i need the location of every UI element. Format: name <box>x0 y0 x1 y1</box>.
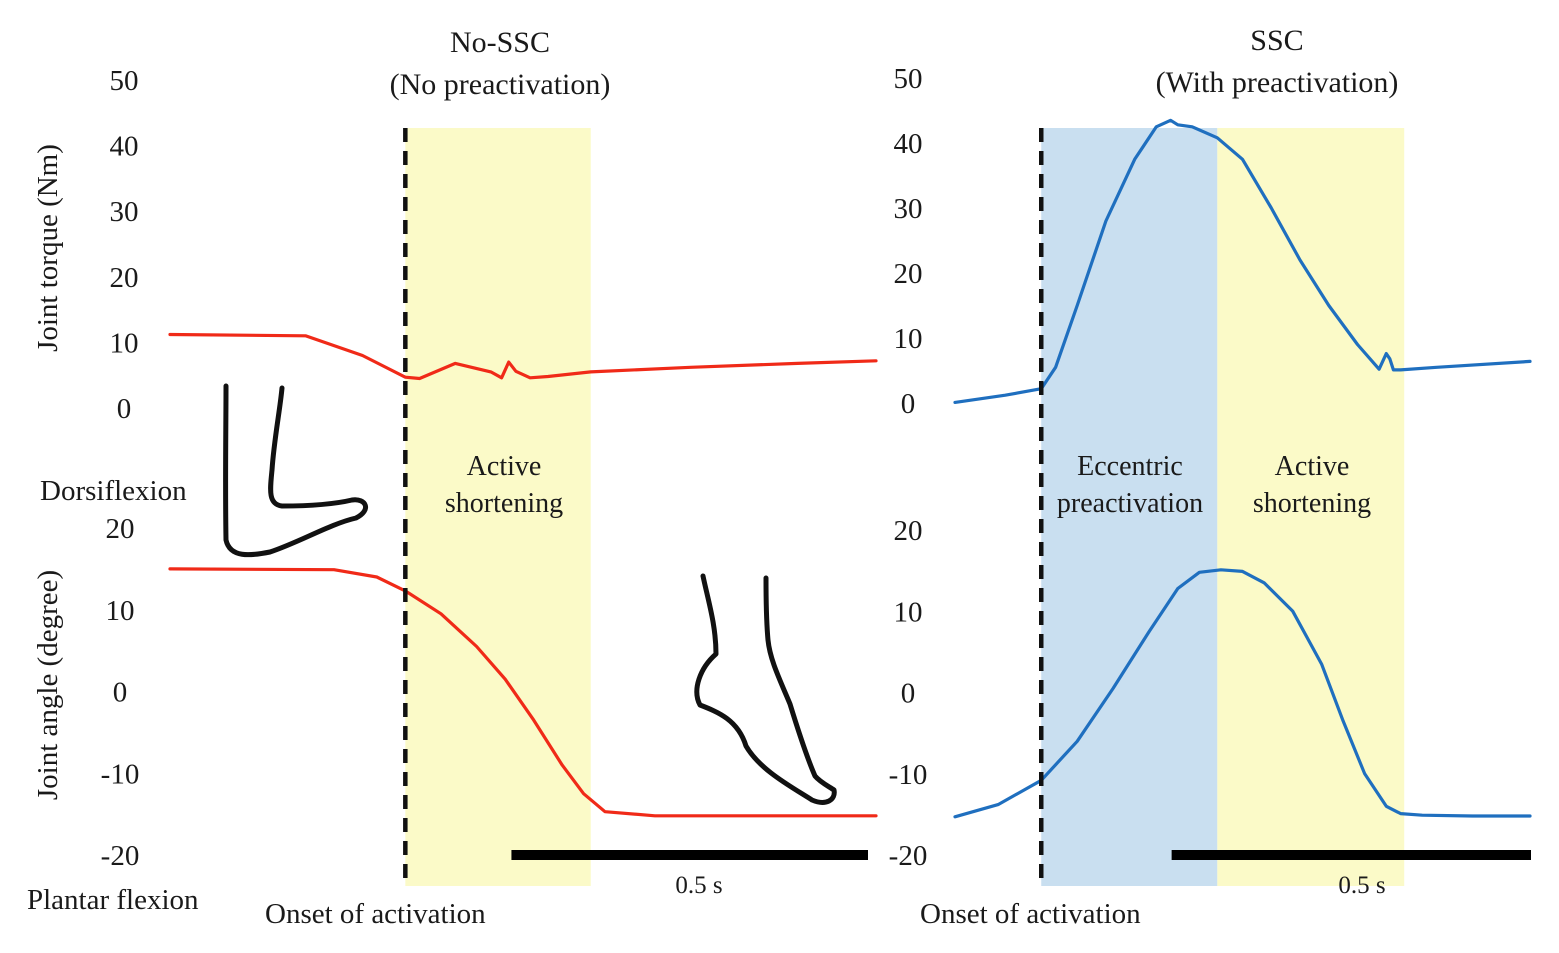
no-ssc-torque-tick-label: 50 <box>110 65 139 97</box>
ssc-torque-tick-label: 20 <box>894 258 923 290</box>
ssc-scale-label: 0.5 s <box>1338 872 1385 899</box>
no-ssc-shortening-label: shortening <box>445 488 563 519</box>
no-ssc-angle-tick-label: -10 <box>101 758 140 790</box>
title-ssc: SSC <box>1250 24 1303 57</box>
ssc-angle-tick-label: -10 <box>889 759 928 791</box>
no-ssc-angle-line <box>168 567 878 818</box>
ssc-torque-tick-label: 0 <box>901 388 916 420</box>
ssc-torque-tick-label: 10 <box>894 323 923 355</box>
no-ssc-torque-line <box>168 332 878 381</box>
no-ssc-torque-tick-label: 10 <box>110 327 139 359</box>
ssc-active-label: Active <box>1275 451 1350 482</box>
ssc-scale-bar <box>1171 850 1531 860</box>
angle-axis-label: Joint angle (degree) <box>32 570 64 800</box>
ssc-angle-tick-label: 0 <box>901 678 916 710</box>
ssc-angle-tick-label: 20 <box>894 515 923 547</box>
no-ssc-torque-tick-label: 20 <box>110 262 139 294</box>
ssc-torque-tick-label: 40 <box>894 128 923 160</box>
dorsiflexion-label: Dorsiflexion <box>40 475 187 507</box>
no-ssc-angle-tick-label: 20 <box>106 513 135 545</box>
plantar-flexed-foot-icon <box>694 573 837 805</box>
no-ssc-angle-tick-label: -20 <box>101 840 140 872</box>
no-ssc-torque-ticks: 50 40 30 20 10 0 <box>110 65 139 425</box>
title-no-ssc: No-SSC <box>450 26 550 59</box>
ssc-torque-line <box>953 118 1532 404</box>
ssc-torque-ticks: 50 40 30 20 10 0 <box>894 63 923 420</box>
no-ssc-torque-tick-label: 30 <box>110 196 139 228</box>
no-ssc-angle-tick-label: 10 <box>106 595 135 627</box>
no-ssc-active-label: Active <box>467 451 542 482</box>
ssc-eccentric-preactivation-band <box>1041 128 1218 886</box>
no-ssc-scale-label: 0.5 s <box>675 872 722 899</box>
ssc-onset-label: Onset of activation <box>920 898 1141 930</box>
ssc-preactivation-label: preactivation <box>1057 488 1203 519</box>
ssc-angle-tick-label: 10 <box>894 596 923 628</box>
no-ssc-angle-ticks: 20 10 0 -10 -20 <box>101 513 140 872</box>
ssc-angle-tick-label: -20 <box>889 840 928 872</box>
subtitle-ssc: (With preactivation) <box>1156 66 1399 99</box>
ssc-angle-ticks: 20 10 0 -10 -20 <box>889 515 928 872</box>
ssc-eccentric-label: Eccentric <box>1077 451 1183 482</box>
no-ssc-onset-label: Onset of activation <box>265 898 486 930</box>
no-ssc-torque-tick-label: 40 <box>110 131 139 163</box>
ssc-angle-line <box>953 568 1532 819</box>
no-ssc-scale-bar <box>511 850 868 860</box>
ssc-active-shortening-band <box>1217 128 1405 886</box>
ssc-torque-tick-label: 50 <box>894 63 923 95</box>
dorsiflexed-foot-icon <box>223 383 368 558</box>
ssc-torque-tick-label: 30 <box>894 193 923 225</box>
subtitle-no-ssc: (No preactivation) <box>390 68 611 101</box>
ssc-shortening-label: shortening <box>1253 488 1371 519</box>
no-ssc-torque-tick-label: 0 <box>117 393 132 425</box>
no-ssc-angle-tick-label: 0 <box>113 677 128 709</box>
plantar-flexion-label: Plantar flexion <box>27 884 199 916</box>
torque-axis-label: Joint torque (Nm) <box>32 144 64 352</box>
